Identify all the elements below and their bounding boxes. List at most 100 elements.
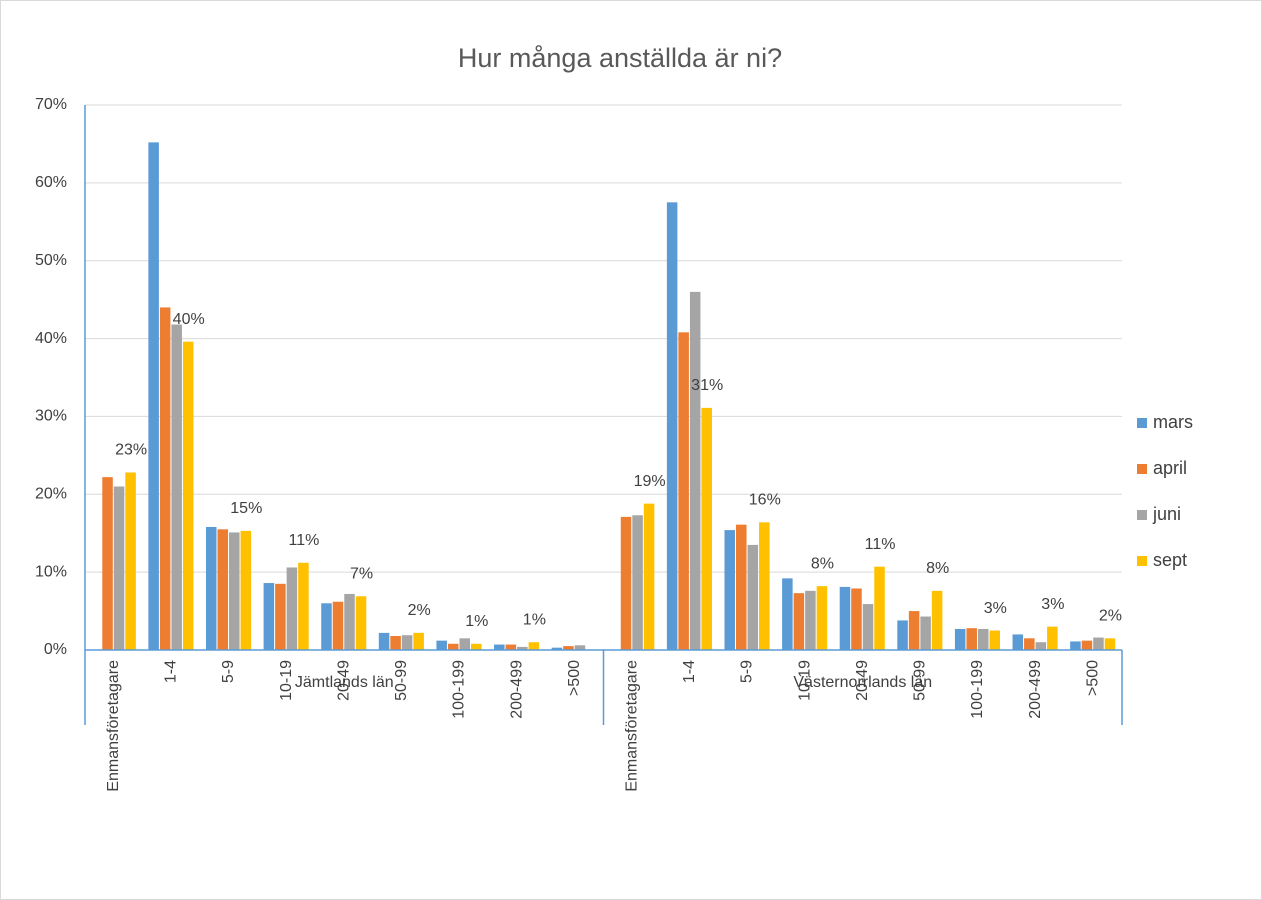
bar: [632, 515, 643, 650]
group-label: Jämtlands län: [295, 674, 394, 691]
bar: [355, 596, 367, 650]
bar: [113, 486, 125, 650]
data-label: 23%: [115, 442, 147, 459]
bar: [805, 590, 816, 650]
bar: [401, 635, 413, 650]
bar: [125, 472, 136, 650]
data-label: 7%: [350, 565, 373, 582]
legend-label: juni: [1152, 504, 1181, 524]
bar: [494, 644, 505, 650]
x-tick-label: 1-4: [681, 660, 698, 683]
bar: [736, 524, 747, 650]
x-tick-label: 20-49: [854, 660, 871, 701]
x-tick-label: 200-499: [508, 660, 525, 719]
bar: [1104, 638, 1116, 650]
bar: [862, 604, 874, 650]
bar: [1024, 638, 1035, 650]
bar: [321, 603, 332, 650]
data-label: 16%: [749, 492, 781, 509]
y-tick-label: 30%: [35, 408, 67, 425]
bar: [782, 578, 793, 650]
y-tick-label: 20%: [35, 486, 67, 503]
x-tick-label: 20-49: [335, 660, 352, 701]
bar: [205, 526, 217, 650]
bar: [459, 638, 470, 650]
y-tick-label: 50%: [35, 252, 67, 269]
bar: [171, 324, 182, 650]
x-tick-label: 100-199: [451, 660, 468, 719]
bar: [505, 644, 517, 650]
x-tick-label: 50-99: [393, 660, 410, 701]
bar: [390, 635, 401, 650]
bar: [966, 628, 977, 650]
legend-label: april: [1153, 458, 1187, 478]
data-label: 3%: [1041, 596, 1064, 613]
data-label: 31%: [691, 377, 723, 394]
bar: [159, 307, 171, 650]
data-label: 1%: [465, 613, 488, 630]
bar: [851, 588, 862, 650]
data-label: 11%: [865, 536, 896, 553]
bar: [620, 516, 632, 650]
bar: [332, 601, 344, 650]
y-tick-label: 10%: [35, 563, 67, 580]
bar: [528, 642, 540, 650]
legend-swatch: [1137, 418, 1147, 428]
data-label: 11%: [289, 532, 320, 549]
bar: [378, 632, 390, 650]
bar: [701, 407, 712, 650]
bar: [182, 341, 194, 650]
x-tick-label: 5-9: [739, 660, 756, 683]
data-label: 3%: [984, 600, 1007, 617]
bar: [344, 593, 355, 650]
bar: [1093, 637, 1104, 650]
bar: [931, 590, 943, 650]
data-label: 1%: [523, 611, 546, 628]
legend-label: sept: [1153, 550, 1187, 570]
bar: [275, 583, 286, 650]
x-tick-label: 5-9: [220, 660, 237, 683]
data-label: 15%: [230, 500, 262, 517]
data-label: 8%: [811, 555, 834, 572]
bar: [102, 477, 113, 650]
bar: [908, 611, 920, 650]
bar: [759, 522, 770, 650]
bar: [839, 586, 851, 650]
x-tick-label: 10-19: [796, 660, 813, 701]
bar: [816, 586, 828, 650]
bar: [678, 332, 689, 650]
data-label: 2%: [408, 602, 431, 619]
data-label: 19%: [634, 473, 666, 490]
x-tick-label: 10-19: [278, 660, 295, 701]
group-label: Västernorrlands län: [793, 674, 932, 691]
legend-swatch: [1137, 510, 1147, 520]
legend-swatch: [1137, 556, 1147, 566]
bar: [1047, 626, 1058, 650]
x-tick-label: >500: [566, 660, 583, 696]
bar: [1070, 641, 1081, 650]
data-label: 40%: [173, 311, 205, 328]
y-tick-label: 40%: [35, 330, 67, 347]
x-tick-label: 1-4: [163, 660, 180, 683]
bar: [977, 628, 989, 650]
bar: [436, 640, 447, 650]
bar: [793, 593, 805, 650]
legend-swatch: [1137, 464, 1147, 474]
data-label: 2%: [1099, 608, 1122, 625]
bar: [724, 530, 736, 650]
y-tick-label: 60%: [35, 174, 67, 191]
bar: [447, 643, 459, 650]
bar: [1035, 642, 1047, 650]
x-tick-label: 50-99: [912, 660, 929, 701]
bar: [689, 291, 701, 650]
bar: [551, 647, 563, 650]
bar: [989, 630, 1001, 650]
x-tick-label: Enmansföretagare: [624, 660, 641, 792]
bar: [1012, 634, 1024, 650]
x-tick-label: Enmansföretagare: [105, 660, 122, 792]
data-label: 8%: [926, 560, 949, 577]
bar: [954, 628, 966, 650]
x-tick-label: 100-199: [969, 660, 986, 719]
chart-title: Hur många anställda är ni?: [458, 43, 782, 73]
